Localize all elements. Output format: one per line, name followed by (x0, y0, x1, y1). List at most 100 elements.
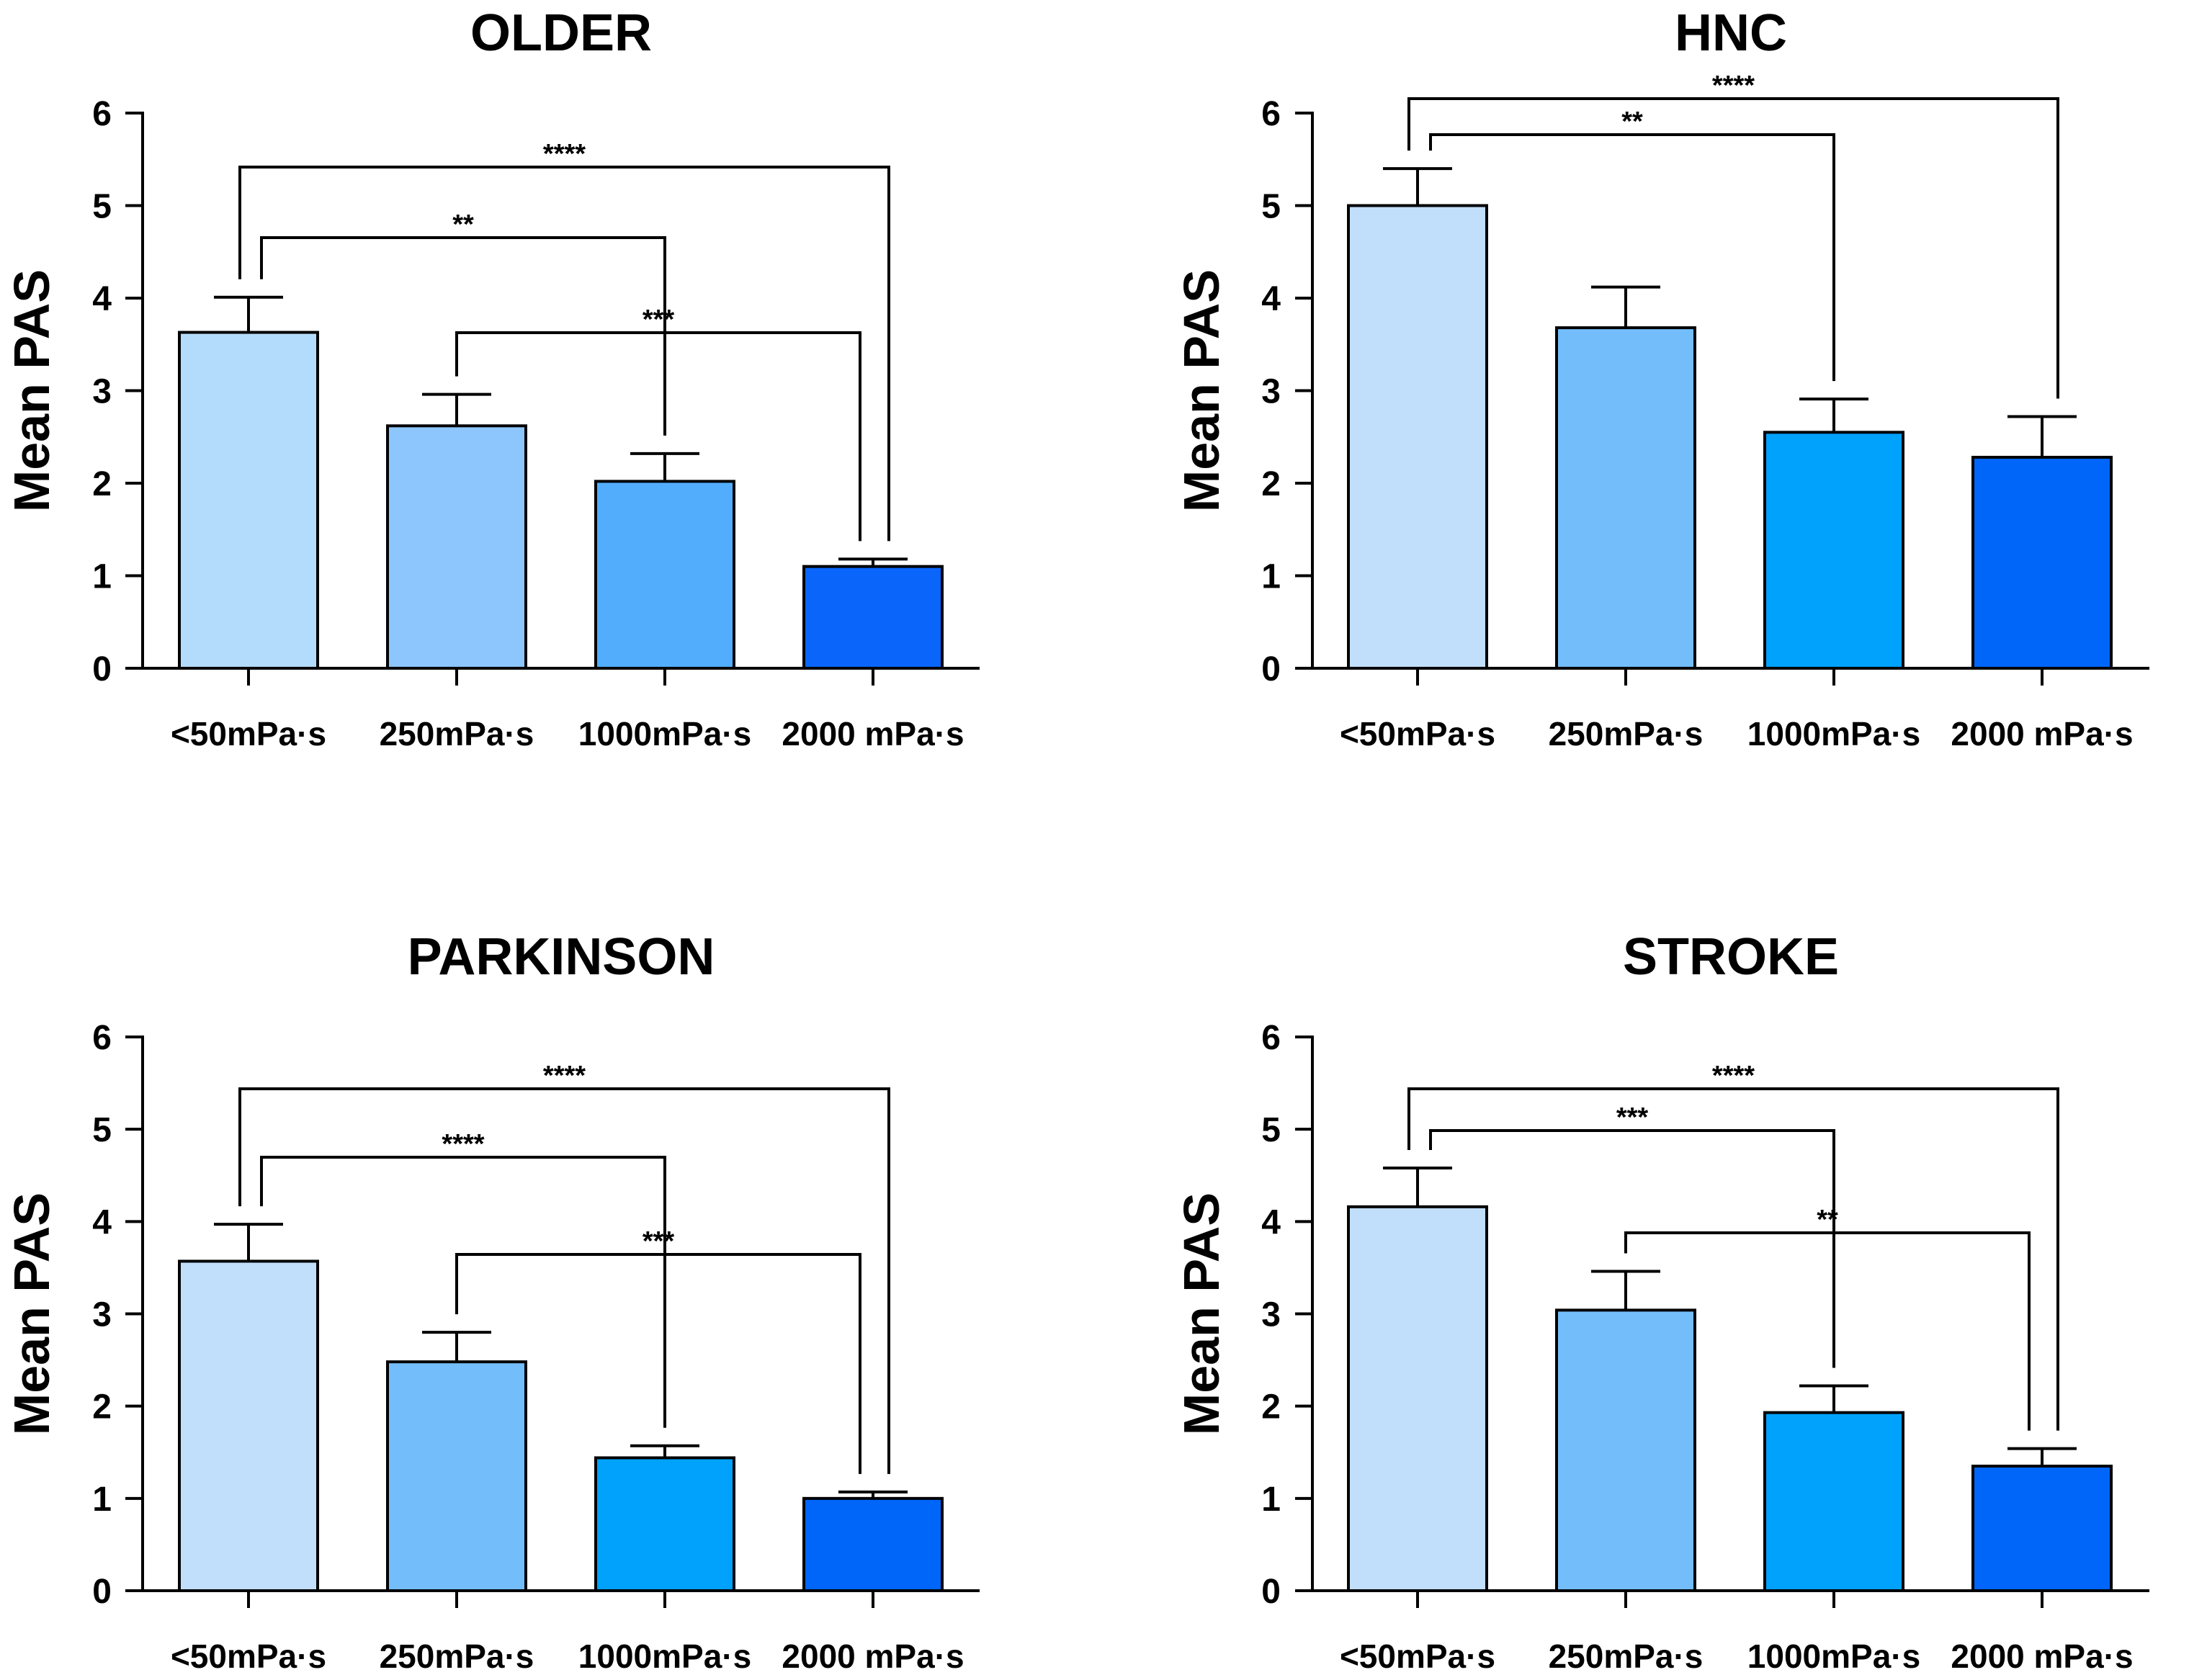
y-tick-label: 5 (92, 1111, 112, 1149)
significance-label: *** (643, 1226, 675, 1257)
bar (1763, 431, 1904, 670)
bracket-line (1407, 1087, 2059, 1431)
bar-group-2: 250mPa·s (1549, 1270, 1704, 1675)
x-tick-label: 1000mPa·s (1747, 1638, 1920, 1675)
bar-group-1: <50mPa·s (171, 295, 326, 753)
x-tick-label: <50mPa·s (1340, 1638, 1495, 1675)
chart-title: HNC (1675, 4, 1787, 62)
y-tick-label: 2 (1261, 1388, 1281, 1427)
chart-title: PARKINSON (408, 928, 715, 986)
bar-group-3: 1000mPa·s (578, 1444, 751, 1675)
significance-label: *** (643, 305, 675, 335)
y-tick-label: 3 (92, 1296, 112, 1334)
bar-group-1: <50mPa·s (1340, 1166, 1495, 1675)
significance-bracket-1: **** (1407, 1061, 2059, 1431)
significance-label: **** (1712, 1061, 1755, 1091)
x-tick-label: 2000 mPa·s (1951, 1638, 2133, 1675)
bar (1971, 1464, 2113, 1592)
bar (178, 1259, 319, 1592)
significance-label: ** (1621, 107, 1643, 137)
bar-group-4: 2000 mPa·s (1951, 415, 2134, 753)
significance-bracket-1: **** (238, 139, 890, 542)
bracket-line (455, 1253, 861, 1474)
y-tick-label: 5 (92, 188, 112, 226)
bar (1347, 204, 1488, 670)
y-axis-label: Mean PAS (4, 269, 60, 512)
y-tick-label: 1 (92, 1481, 112, 1519)
bar-group-4: 2000 mPa·s (782, 557, 964, 753)
bracket-line (1429, 1129, 1835, 1368)
bar-group-4: 2000 mPa·s (1951, 1447, 2134, 1675)
significance-bracket-3: *** (455, 1226, 861, 1474)
significance-label: **** (543, 1061, 586, 1091)
bar (386, 1360, 527, 1592)
y-tick-label: 0 (92, 1573, 112, 1611)
bar-group-4: 2000 mPa·s (782, 1490, 964, 1675)
bar (1763, 1411, 1904, 1592)
y-tick-label: 4 (92, 280, 112, 318)
bracket-line (238, 166, 890, 542)
y-tick-label: 2 (1261, 465, 1281, 503)
y-tick-label: 1 (1261, 558, 1281, 596)
y-axis-label: Mean PAS (1173, 1192, 1230, 1435)
y-tick-label: 1 (1261, 1481, 1281, 1519)
bar-group-1: <50mPa·s (1340, 167, 1495, 753)
y-tick-label: 6 (92, 1019, 112, 1057)
x-tick-label: 1000mPa·s (578, 715, 751, 753)
y-tick-label: 2 (92, 465, 112, 503)
significance-label: **** (543, 139, 586, 169)
bar (594, 1456, 735, 1592)
chart-panel-3: PARKINSON Mean PAS 0 1 2 3 4 5 6 <50mPa·s 250mPa·s… (4, 928, 980, 1675)
significance-bracket-1: **** (238, 1061, 890, 1474)
bar (1971, 456, 2113, 670)
y-tick-label: 4 (92, 1203, 112, 1241)
y-tick-label: 5 (1261, 1111, 1281, 1149)
x-tick-label: 250mPa·s (1549, 715, 1704, 753)
bar-group-3: 1000mPa·s (1747, 397, 1920, 753)
x-tick-label: 2000 mPa·s (782, 1638, 964, 1675)
x-tick-label: <50mPa·s (1340, 715, 1495, 753)
bracket-line (1407, 97, 2059, 399)
bracket-line (1624, 1231, 2031, 1431)
y-tick-label: 6 (1261, 95, 1281, 133)
y-axis-label: Mean PAS (4, 1192, 60, 1435)
significance-label: ** (452, 210, 474, 240)
y-tick-label: 6 (1261, 1019, 1281, 1057)
bar-group-2: 250mPa·s (380, 392, 534, 753)
bar-group-2: 250mPa·s (380, 1331, 534, 1675)
y-tick-label: 3 (1261, 373, 1281, 411)
y-tick-label: 3 (92, 373, 112, 411)
significance-label: **** (1712, 71, 1755, 101)
bar (802, 1496, 944, 1592)
y-tick-label: 3 (1261, 1296, 1281, 1334)
x-tick-label: 1000mPa·s (578, 1638, 751, 1675)
y-tick-label: 4 (1261, 1203, 1281, 1241)
x-tick-label: 250mPa·s (380, 715, 534, 753)
bar-group-3: 1000mPa·s (578, 452, 751, 753)
y-tick-label: 1 (92, 558, 112, 596)
significance-bracket-2: ** (260, 210, 666, 436)
x-tick-label: 2000 mPa·s (782, 715, 964, 753)
x-tick-label: <50mPa·s (171, 715, 326, 753)
x-tick-label: 250mPa·s (380, 1638, 534, 1675)
bar (178, 331, 319, 670)
significance-bracket-3: ** (1624, 1205, 2031, 1431)
chart-panel-2: HNC Mean PAS 0 1 2 3 4 5 6 <50mPa·s 250mPa·s 1000mP… (1173, 4, 2149, 753)
y-tick-label: 0 (92, 650, 112, 688)
y-axis-label: Mean PAS (1173, 269, 1230, 512)
x-tick-label: 250mPa·s (1549, 1638, 1704, 1675)
bar (1555, 326, 1696, 670)
x-tick-label: <50mPa·s (171, 1638, 326, 1675)
significance-bracket-2: **** (260, 1129, 666, 1428)
bar-group-2: 250mPa·s (1549, 285, 1704, 753)
bracket-line (238, 1087, 890, 1474)
y-tick-label: 4 (1261, 280, 1281, 318)
bracket-line (455, 331, 861, 542)
bracket-line (260, 236, 666, 436)
bar (594, 480, 735, 670)
x-tick-label: 1000mPa·s (1747, 715, 1920, 753)
y-tick-label: 0 (1261, 1573, 1281, 1611)
x-tick-label: 2000 mPa·s (1951, 715, 2133, 753)
significance-label: ** (1817, 1205, 1838, 1235)
chart-panel-1: OLDER Mean PAS 0 1 2 3 4 5 6 <50mPa·s 250mPa·s 1000… (4, 4, 980, 753)
